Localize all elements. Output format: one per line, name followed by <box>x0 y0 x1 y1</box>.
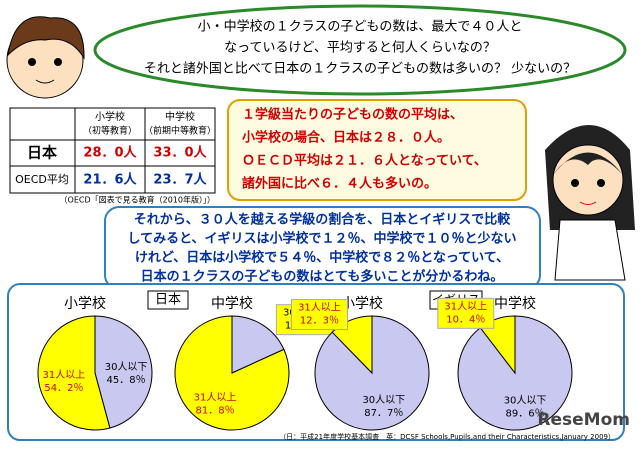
comparison-line: けれど、日本は小学校で５４％、中学校で８２％となっていて、 <box>135 250 509 266</box>
slice-value-label: 81．8％ <box>195 405 234 416</box>
slice-category: 31人以上 <box>298 302 341 314</box>
answer-line: 小学校の場合、日本は２８．０人。 <box>242 130 450 146</box>
slice-value-label: 45．8％ <box>107 375 146 386</box>
table-header: （初等教育） <box>83 125 137 137</box>
group-box <box>147 290 189 310</box>
speech-cloud <box>93 4 627 96</box>
answer-line: ＯＥＣＤ平均は２１．６人となっていて、 <box>242 153 487 169</box>
table-cell: 21．6人 <box>83 172 137 188</box>
table-note: （OECD「図表で見る教育（2010年版）」） <box>60 195 215 205</box>
source-note: （日：平成21年度学校基本調査 英：DCSF Schools,Pupils,an… <box>279 432 615 441</box>
pie-slice <box>331 315 373 375</box>
table-header: （前期中等教育） <box>144 125 216 137</box>
comparison-line: してみると、イギリスは小学校で１２％、中学校で１０％と少ない <box>127 231 516 247</box>
pie-title: 小学校 <box>341 295 383 312</box>
comparison-line: 日本の１クラスの子どもの数はとても多いことが分かるわね。 <box>141 269 504 285</box>
answer-line: １学級当たりの子どもの数の平均は、 <box>242 107 463 123</box>
slice-category: 30人以下 <box>362 394 405 406</box>
label-box <box>290 299 348 331</box>
slice-value-label: 12．3％ <box>300 316 339 327</box>
intro-line: なっているけど、平均すると何人くらいなの？ <box>224 40 496 56</box>
table-row-label: OECD平均 <box>15 173 69 186</box>
slice-category: 31人以上 <box>444 300 487 312</box>
pie-title: 中学校 <box>211 295 253 312</box>
boy-icon <box>6 16 85 99</box>
table-cell: 28．0人 <box>83 145 137 161</box>
table-header: 小学校 <box>95 110 125 123</box>
pie-slice <box>231 315 285 374</box>
slice-category: 30人以下 <box>105 361 148 373</box>
answer-line: 諸外国に比べ６．４人も多いの。 <box>242 176 437 192</box>
pie-charts: 小学校30人以下45．8％31人以上54．2％中学校30人以下18．2％31人以… <box>37 295 573 431</box>
pie-slice <box>37 315 111 431</box>
slice-category: 30人以下 <box>504 395 547 407</box>
slice-value-label: 89．6％ <box>506 409 545 420</box>
pie-title: 小学校 <box>64 295 106 312</box>
table-cell: 33．0人 <box>153 145 207 161</box>
speech-bubble <box>227 99 527 201</box>
label-box <box>437 297 495 329</box>
table-cell: 23．7人 <box>153 172 207 188</box>
table <box>9 107 216 194</box>
girl-icon <box>545 125 635 281</box>
slice-value-label: 87．7％ <box>364 408 403 419</box>
intro-line: それと諸外国と比べて日本の１クラスの子どもの数は多いの？ 少ないの？ <box>144 61 576 77</box>
slice-category: 31人以上 <box>194 391 237 403</box>
slice-value-label: 54．2％ <box>44 383 83 394</box>
pie-title: 中学校 <box>494 295 536 312</box>
slice-category: 31人以上 <box>43 369 86 381</box>
logo: ReseMom <box>537 410 630 430</box>
pie-slice <box>94 315 153 429</box>
group-label: 日本 <box>155 293 181 308</box>
table-row-label: 日本 <box>27 144 57 162</box>
table-header: 中学校 <box>165 110 195 123</box>
slice-value-label: 10．4％ <box>446 314 485 325</box>
pie-slice <box>174 315 290 431</box>
intro-line: 小・中学校の１クラスの子どもの数は、最大で４０人と <box>198 19 523 35</box>
comparison-line: それから、３０人を越える学級の割合を、日本とイギリスで比較 <box>134 212 512 228</box>
